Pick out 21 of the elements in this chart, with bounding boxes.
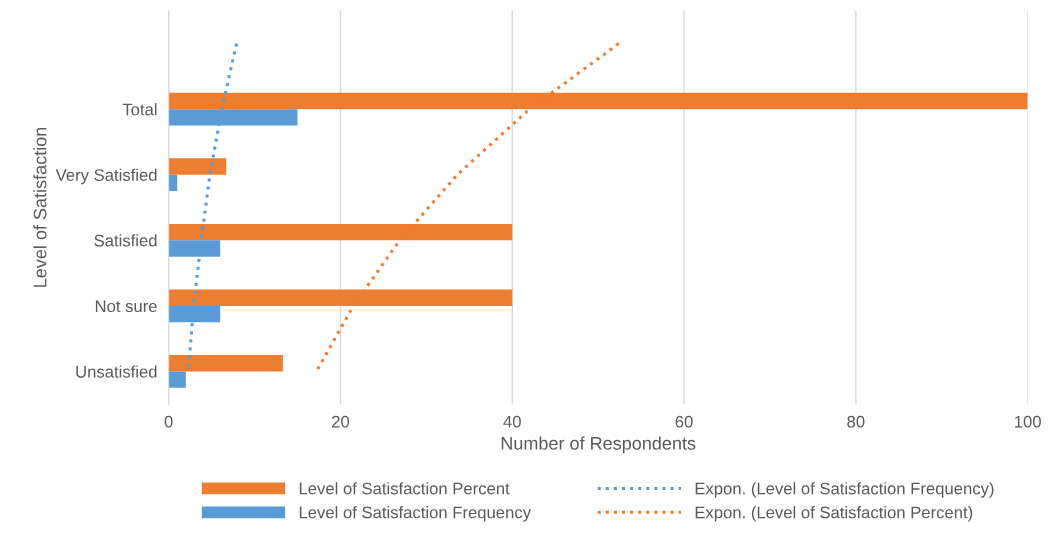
legend-label: Expon. (Level of Satisfaction Frequency): [695, 482, 994, 498]
x-tick-label: 80: [847, 415, 865, 428]
y-tick-label: Satisfied: [94, 234, 157, 247]
x-tick-label: 100: [1015, 415, 1041, 428]
x-tick-label: 60: [675, 415, 693, 428]
y-axis-title: Level of Satisfaction: [33, 127, 47, 287]
x-axis-title: Number of Respondents: [501, 436, 696, 454]
x-tick-label: 20: [332, 415, 350, 428]
bar: [168, 158, 227, 175]
y-tick-label: Very Satisfied: [55, 168, 157, 185]
legend-label: Level of Satisfaction Frequency: [299, 506, 531, 522]
bar: [168, 174, 178, 192]
y-tick-label: Not sure: [95, 300, 157, 313]
bar: [168, 371, 186, 388]
legend-label: Level of Satisfaction Percent: [299, 482, 510, 495]
x-tick-label: 40: [503, 415, 521, 428]
y-tick-label: Total: [122, 103, 157, 116]
y-tick-label: Unsatisfied: [76, 365, 157, 378]
x-tick-label: 0: [164, 415, 173, 428]
legend-label: Expon. (Level of Satisfaction Percent): [695, 506, 973, 522]
bar: [168, 355, 283, 372]
